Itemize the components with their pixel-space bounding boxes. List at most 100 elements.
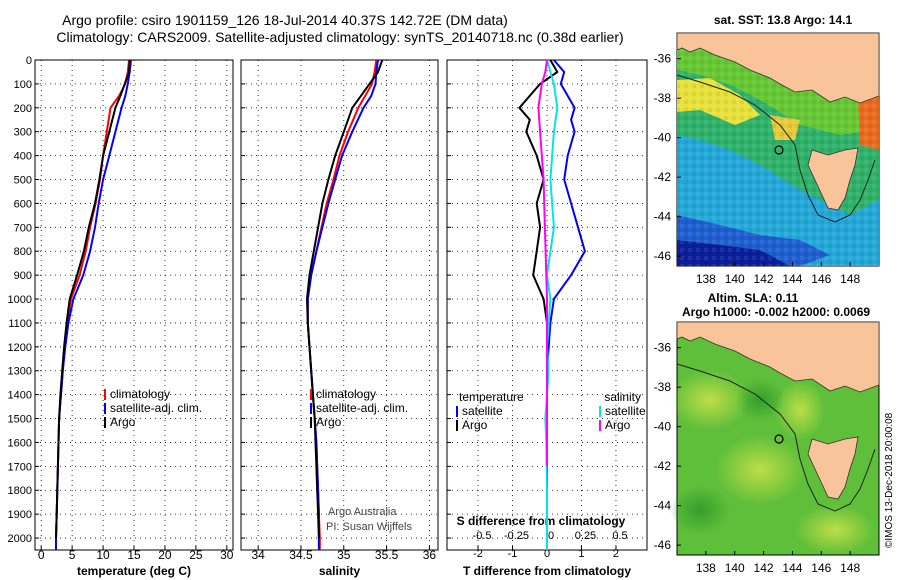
sal-legend-label: satellite-adj. clim. [316, 401, 408, 415]
diff-xtick-label: 2 [613, 548, 619, 560]
depth-tick-label: 1900 [8, 509, 32, 521]
diff-secondary-tick-label: -0.5 [473, 530, 492, 542]
sla-blob-3 [795, 505, 875, 555]
depth-tick-label: 1300 [8, 366, 32, 378]
sst-xtick-label: 144 [782, 272, 802, 286]
title-line-1: Argo profile: csiro 1901159_126 18-Jul-2… [62, 12, 508, 28]
temp-xtick-label: 30 [220, 548, 234, 562]
watermark: ©IMOS 13-Dec-2018 20:00:08 [884, 412, 895, 548]
sal-plot-frame [240, 59, 439, 551]
diff-legend-label: Argo [462, 418, 488, 432]
diff-xlabel: T difference from climatology [463, 564, 631, 578]
depth-tick-label: 1200 [8, 342, 32, 354]
sst-xtick-label: 148 [840, 272, 860, 286]
sal-xtick-label: 34.5 [289, 548, 313, 562]
sla-map [670, 321, 880, 556]
sst-ytick-label: -46 [654, 249, 672, 263]
sst-ytick-label: -44 [654, 210, 672, 224]
diff-xtick-label: 0 [544, 548, 550, 560]
sst-ytick-label: -42 [654, 170, 672, 184]
diff-legend-heading-temperature: temperature [459, 390, 524, 404]
sla-ytick-label: -44 [654, 499, 672, 513]
sla-tasmania-land [807, 436, 859, 500]
temp-xlabel: temperature (deg C) [77, 564, 191, 578]
sla-ytick-label: -46 [654, 538, 672, 552]
sal-legend-label: climatology [316, 387, 376, 401]
diff-secondary-tick-label: -0.25 [504, 530, 529, 542]
diff-series-salinity-satellite [544, 59, 559, 550]
sst-map-ticks: 138 140 142 144 146 148 -36 -38 -40 -42 -44 -46 [654, 52, 861, 286]
diff-secondary-xlabel: S difference from climatology [457, 514, 626, 528]
temp-xtick-label: 5 [69, 548, 76, 562]
credit-argo-australia: Argo Australia [328, 506, 397, 518]
temp-xtick-label: 20 [158, 548, 172, 562]
sal-legend-label: Argo [316, 415, 342, 429]
diff-legend-label: satellite [462, 404, 503, 418]
sal-xtick-label: 35 [337, 548, 351, 562]
diff-secondary-tick-label: 0 [548, 530, 554, 542]
depth-tick-label: 900 [14, 270, 32, 282]
sal-xtick-label: 35.5 [375, 548, 399, 562]
depth-tick-label: 1400 [8, 390, 32, 402]
diff-legend-label: Argo [605, 418, 631, 432]
credit-pi: PI: Susan Wijffels [326, 521, 412, 533]
temp-legend-label: climatology [110, 387, 170, 401]
depth-tick-label: 300 [14, 127, 32, 139]
sst-xtick-label: 138 [696, 272, 716, 286]
sst-map [676, 32, 880, 267]
sla-map-ticks: 138 140 142 144 146 148 -36 -38 -40 -42 -44 -46 [654, 341, 861, 575]
sla-xtick-label: 144 [782, 561, 802, 575]
sla-xtick-label: 148 [840, 561, 860, 575]
depth-tick-label: 400 [14, 151, 32, 163]
sla-ytick-label: -38 [654, 380, 672, 394]
sla-xtick-label: 146 [811, 561, 831, 575]
temp-xtick-label: 10 [96, 548, 110, 562]
diff-xtick-label: -2 [473, 548, 483, 560]
sst-shelf-contour [676, 74, 876, 223]
depth-tick-label: 500 [14, 175, 32, 187]
depth-tick-label: 1600 [8, 437, 32, 449]
sst-tasmania-land [807, 147, 859, 211]
depth-tick-label: 0 [26, 55, 32, 67]
sal-series-argo [306, 59, 384, 539]
sla-blob-1 [670, 370, 750, 430]
diff-series-salinity-argo [537, 59, 548, 467]
sst-xtick-label: 146 [811, 272, 831, 286]
diff-legend-heading-salinity: salinity [604, 390, 641, 404]
sst-ytick-label: -40 [654, 131, 672, 145]
sla-blob-2 [715, 435, 805, 505]
diff-series-temperature-satellite [546, 59, 586, 550]
depth-tick-label: 1100 [8, 318, 32, 330]
depth-tick-label: 600 [14, 198, 32, 210]
sla-blob-6 [775, 380, 825, 440]
diff-secondary-tick-label: 0.25 [575, 530, 596, 542]
depth-tick-label: 200 [14, 103, 32, 115]
diff-xtick-label: -1 [508, 548, 518, 560]
sst-ytick-label: -36 [654, 52, 672, 66]
sla-shelf-contour [676, 363, 876, 512]
sla-xtick-label: 138 [696, 561, 716, 575]
temp-series-argo [55, 59, 131, 539]
sla-ytick-label: -40 [654, 420, 672, 434]
difference-profile-panel: -2 -1 0 1 2 -0.5 -0.25 0 0.25 0.5 T difference fro… [446, 59, 648, 578]
sst-xtick-label: 140 [725, 272, 745, 286]
depth-tick-label: 1000 [8, 294, 32, 306]
sal-xlabel: salinity [319, 564, 361, 578]
title-line-2: Climatology: CARS2009. Satellite-adjuste… [56, 29, 623, 45]
sst-mainland-land [676, 32, 880, 104]
temp-xtick-label: 25 [189, 548, 203, 562]
sst-map-title: sat. SST: 13.8 Argo: 14.1 [714, 13, 853, 27]
diff-legend-label: satellite [605, 404, 646, 418]
sla-map-subtitle: Argo h1000: -0.002 h2000: 0.0069 [682, 305, 870, 319]
sla-mainland-land [676, 321, 880, 393]
temperature-profile-panel: 0 5 10 15 20 25 300100200300400500600700800900… [8, 55, 234, 578]
sal-xtick-label: 36 [423, 548, 437, 562]
diff-secondary-tick-label: 0.5 [612, 530, 627, 542]
sst-profile-location [774, 145, 784, 155]
sal-xtick-label: 34 [251, 548, 265, 562]
depth-tick-label: 2000 [8, 533, 32, 545]
temp-legend-label: satellite-adj. clim. [110, 401, 202, 415]
temp-xtick-label: 15 [127, 548, 141, 562]
depth-tick-label: 1800 [8, 485, 32, 497]
